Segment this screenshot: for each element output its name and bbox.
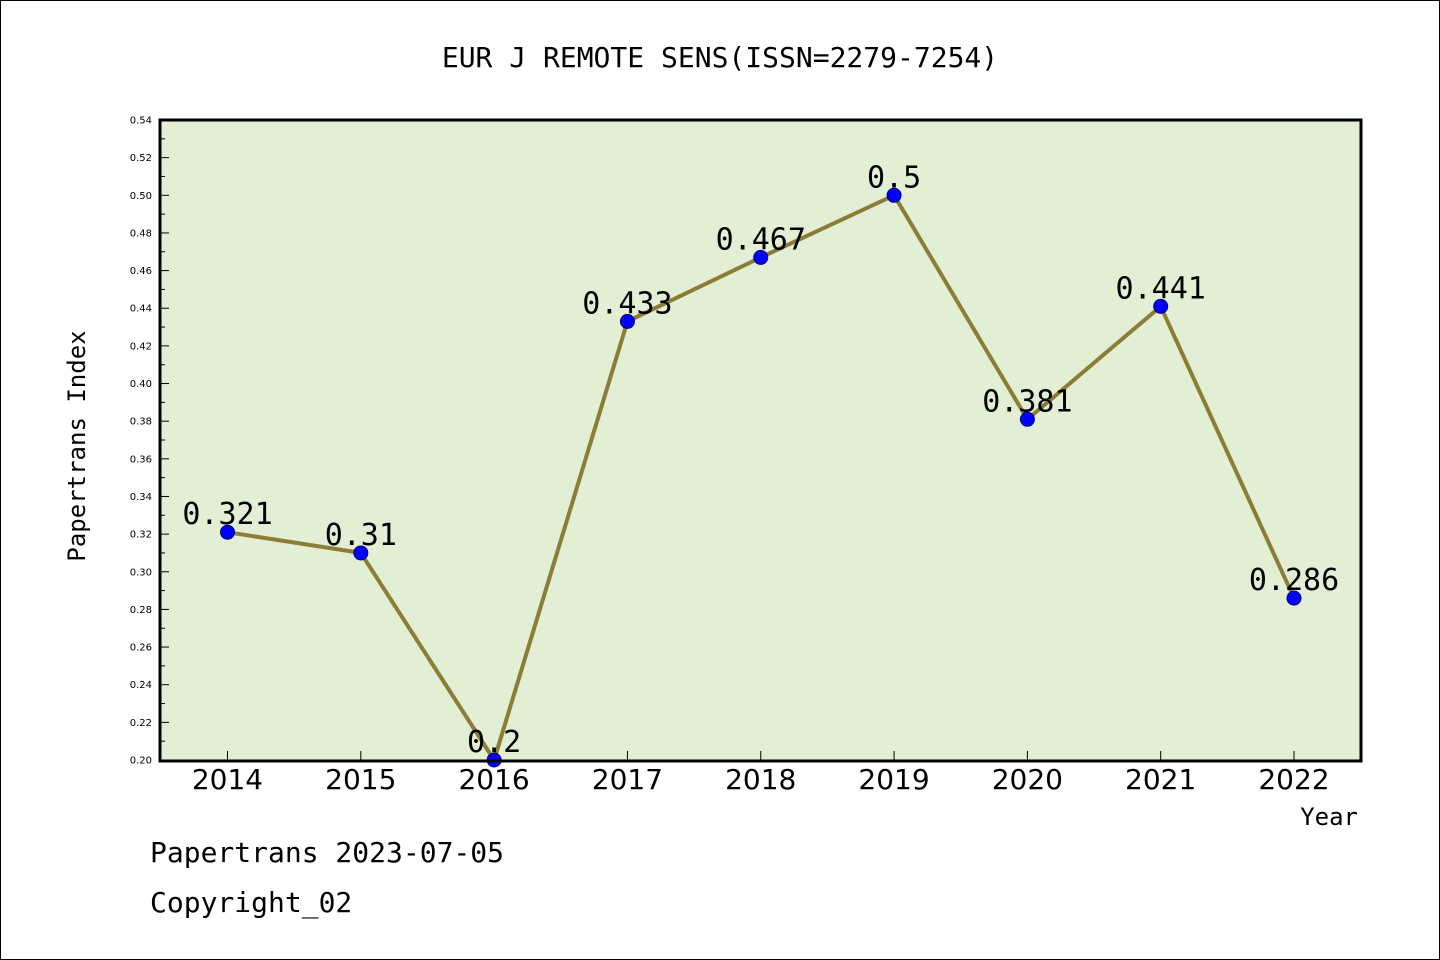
- data-point: [1286, 590, 1302, 606]
- data-label: 0.31: [325, 518, 397, 553]
- footer-date: Papertrans 2023-07-05: [150, 836, 505, 869]
- data-point: [220, 524, 235, 540]
- x-tick-label: 2021: [1125, 763, 1196, 796]
- data-label: 0.467: [716, 222, 806, 257]
- data-point: [619, 313, 635, 329]
- plot-border: [158, 118, 1363, 763]
- data-label: 0.5: [867, 160, 921, 195]
- plot-area: [160, 120, 1361, 761]
- data-label: 0.381: [982, 384, 1072, 419]
- y-tick-label: 0.46: [130, 266, 152, 277]
- y-tick-label: 0.50: [130, 191, 152, 202]
- y-tick-label: 0.30: [130, 567, 152, 578]
- x-axis-label: Year: [1300, 803, 1358, 831]
- data-point: [1019, 411, 1035, 427]
- data-label: 0.441: [1116, 271, 1206, 306]
- data-label: 0.321: [182, 497, 272, 532]
- x-tick-label: 2015: [325, 763, 396, 796]
- x-tick-label: 2018: [725, 763, 796, 796]
- x-tick-label: 2022: [1258, 763, 1329, 796]
- x-tick-label: 2019: [858, 763, 929, 796]
- y-tick-label: 0.52: [130, 153, 152, 164]
- y-tick-label: 0.54: [130, 116, 152, 127]
- chart-title: EUR J REMOTE SENS(ISSN=2279-7254): [442, 41, 998, 74]
- y-tick-label: 0.32: [130, 530, 152, 541]
- y-tick-label: 0.38: [130, 417, 152, 428]
- x-tick-label: 2016: [458, 763, 529, 796]
- data-point: [753, 249, 769, 265]
- y-tick-label: 0.24: [130, 680, 152, 691]
- data-point: [353, 545, 369, 561]
- x-tick-label: 2014: [192, 763, 263, 796]
- y-tick-label: 0.20: [130, 756, 152, 767]
- x-tick-label: 2020: [992, 763, 1063, 796]
- y-tick-label: 0.48: [130, 228, 152, 239]
- x-tick-label: 2017: [592, 763, 663, 796]
- y-tick-label: 0.42: [130, 341, 152, 352]
- y-axis-ticks: 0.20 0.22 0.24 0.26 0.28 0.30 0.32 0.34 0.36 0.38…: [130, 116, 169, 767]
- y-tick-label: 0.44: [130, 304, 152, 315]
- x-axis-ticks: 2014 2015 2016 2017 2018 2019 2020 2021 2022: [192, 751, 1330, 796]
- data-label: 0.433: [582, 286, 672, 321]
- data-point: [1153, 298, 1169, 314]
- data-point: [886, 187, 902, 203]
- data-label: 0.2: [467, 725, 521, 760]
- data-label: 0.286: [1249, 563, 1339, 598]
- data-series: 0.321 0.31 0.2 0.433 0.467 0.5 0.381 0.441 0.286: [182, 160, 1339, 768]
- y-tick-label: 0.34: [130, 492, 152, 503]
- y-tick-label: 0.28: [130, 605, 152, 616]
- y-axis-label: Papertrans Index: [63, 330, 91, 561]
- y-tick-label: 0.36: [130, 454, 152, 465]
- y-tick-label: 0.22: [130, 718, 152, 729]
- y-tick-label: 0.40: [130, 379, 152, 390]
- y-tick-label: 0.26: [130, 643, 152, 654]
- footer-copyright: Copyright_02: [150, 886, 353, 919]
